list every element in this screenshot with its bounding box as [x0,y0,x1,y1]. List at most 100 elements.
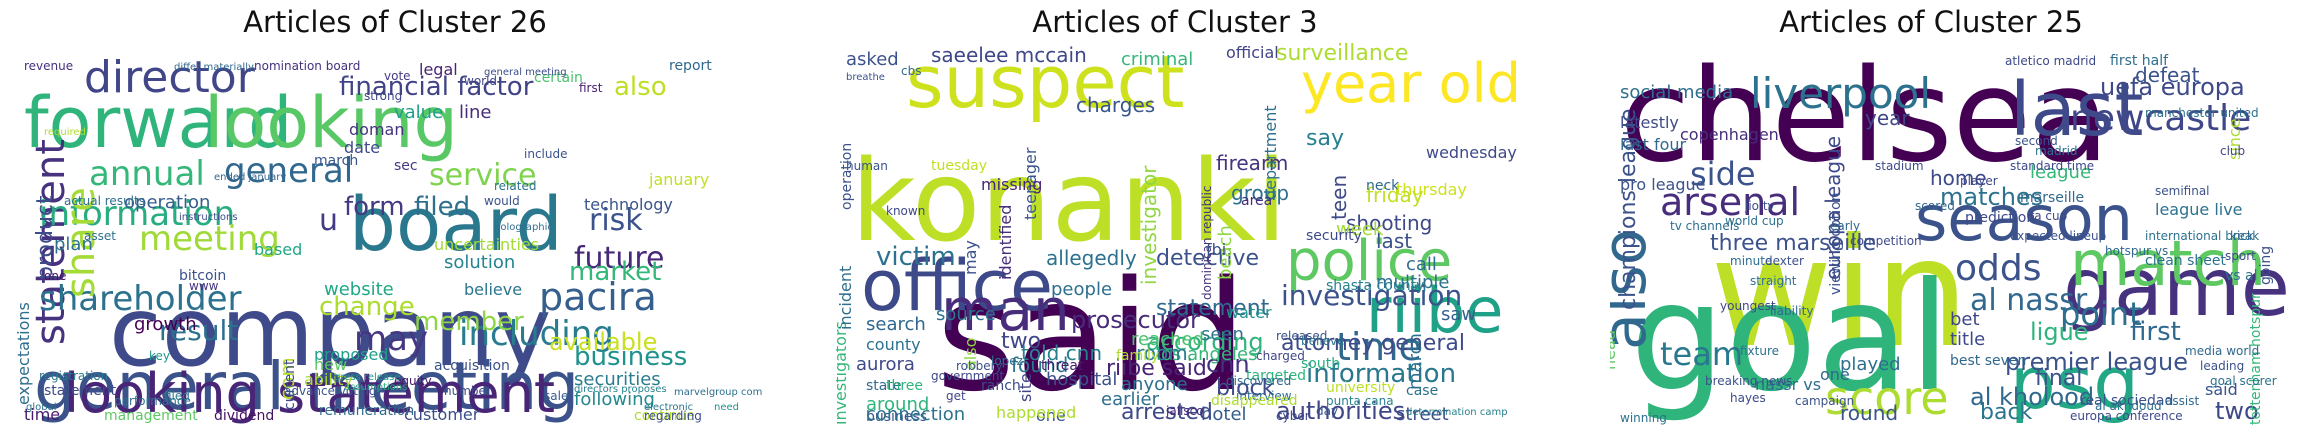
panel-title: Articles of Cluster 3 [1032,5,1318,39]
word-change: change [319,292,415,322]
word-board: board [349,182,563,268]
word-game: game [2063,241,2290,334]
word-interview: interview [1236,389,1292,403]
word-investigation: investigation [1281,279,1462,312]
word-value: value [394,102,443,123]
word-including: including [459,314,614,354]
word-around: around [866,394,929,415]
word-ranch: ranch [981,378,1021,394]
word-risk: risk [589,203,643,238]
word-disappeared: disappeared [1211,393,1298,409]
word-police: police [1286,229,1452,294]
word-future: future [574,241,664,276]
word-bet: bet [1950,309,1980,330]
panel-title: Articles of Cluster 26 [243,5,547,39]
word-management: management [104,408,198,424]
word-equity: equity [394,374,432,388]
word-according: according [1146,328,1264,356]
word-general-meeting: general meeting [34,348,579,425]
word-played: played [1840,354,1901,375]
word-january: january [648,170,709,189]
word-europa-conference: europa conference [2070,409,2183,423]
word-securities: securities [574,369,661,390]
word-include: include [524,147,567,161]
word-time: time [24,405,60,424]
word-assumptions: assumptions [344,382,407,393]
word-information: information [39,194,235,234]
word-vote: vote [384,69,411,83]
word-line: line [459,102,491,123]
word-los-angeles: los angeles [1156,344,1258,365]
word-straight: straight [1750,274,1797,288]
word-may: may [961,240,980,275]
word-team: team [1660,335,1743,373]
word-doman: doman [349,120,404,139]
word-goal: goal [1630,251,1951,425]
word-going: going [2258,246,2274,285]
word-filed: filed [164,389,190,403]
word-cyber: cyber [1276,409,1310,423]
word-group: group [1231,181,1289,205]
word-teen: teen [1327,175,1351,220]
word-forward: forward [24,82,292,164]
word-hayes: hayes [1730,391,1766,405]
word-street: street [1396,404,1449,425]
word-water: water [1226,303,1272,322]
word-instructions: instructions [179,212,238,223]
word-shareholder: shareholder [39,279,242,319]
word-general-meeting: general meeting [484,67,567,78]
word-march: march [1405,333,1426,390]
word-nomination-board: nomination board [254,59,360,73]
word-website: website [324,279,394,300]
word-matches: matches [1940,183,2043,211]
word-family: family [1116,348,1159,364]
word-need: need [714,402,739,413]
word-also: also [1610,229,1660,350]
word-area: area [1241,193,1272,209]
word-sport: sport [2225,249,2256,263]
word-score: score [1825,371,1949,425]
word-riibe-said: riibe said [1106,356,1207,381]
word-filed: filed [414,192,470,222]
word-tv-channels: tv channels [1670,219,1739,233]
word-government: government [931,369,1004,383]
word-winning: winning [1620,411,1667,425]
word-released: released [1276,329,1327,343]
word-believe: believe [464,280,522,299]
word-threat: threat [1041,358,1084,374]
word-actual-results: actual results [64,194,145,208]
word-head: head [1610,330,1619,370]
word-incident: incident [836,266,855,330]
word-three-marseille: three marseille [1710,231,1876,256]
word-friday: friday [1366,183,1424,207]
word-riibe: riibe [1366,274,1503,347]
word-europa-league: europa league [1821,136,1845,280]
word-growth: growth [134,314,197,335]
word-round: round [1840,401,1898,425]
word-key: key [149,349,170,363]
word-case: case [1406,383,1438,399]
word-club: club [2220,144,2245,158]
word-punta-cana: punta cana [1326,394,1394,408]
word-human: human [846,159,888,173]
word-university: university [1326,380,1395,396]
word-liability: liability [1770,304,1813,318]
word-strong: strong [364,89,402,103]
word-kick: kick [2230,229,2254,243]
word-final: final [2035,366,2082,391]
word-cbs: cbs [901,64,921,78]
word-shooting: shooting [1346,211,1432,235]
word-believe: believe [1301,334,1345,348]
word-lopez: lopez [991,354,1023,368]
word-looking-statement: looking statement [64,362,555,425]
word-related: related [494,179,536,193]
word-business: business [866,409,927,425]
word-wednesday: wednesday [1426,143,1517,162]
word-market: market [569,257,661,287]
word-time: time [1336,325,1422,369]
word-defeat: defeat [2135,63,2200,87]
word-said: said [2205,380,2238,399]
word-one: one [1036,406,1066,425]
word-search: search [866,314,926,335]
